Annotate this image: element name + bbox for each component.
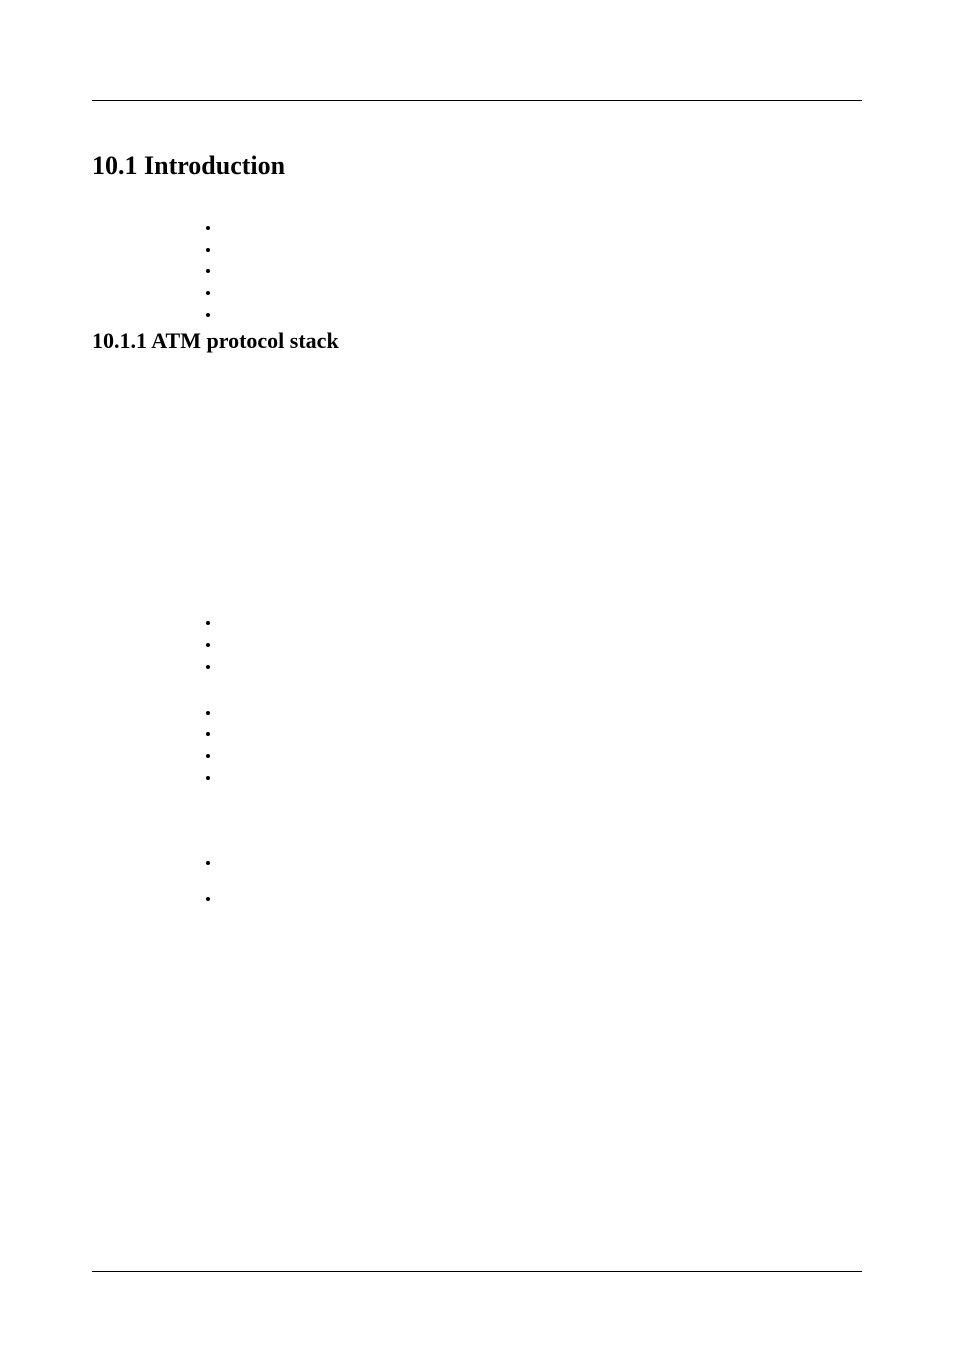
- bullet-list-3: [220, 702, 862, 789]
- bullet-item: [220, 217, 862, 239]
- heading-10-1-1-atm-protocol-stack: 10.1.1 ATM protocol stack: [92, 328, 862, 354]
- bullet-item: [220, 304, 862, 326]
- bullet-list-1: [220, 217, 862, 325]
- bullet-item: [220, 723, 862, 745]
- bullet-item: [220, 702, 862, 724]
- bullet-item: [220, 634, 862, 656]
- bullet-list-2: [220, 612, 862, 677]
- bullet-item: [220, 888, 862, 910]
- bullet-item: [220, 656, 862, 678]
- heading-10-1-introduction: 10.1 Introduction: [92, 151, 862, 181]
- bullet-item: [220, 260, 862, 282]
- top-horizontal-rule: [92, 100, 862, 101]
- bullet-item: [220, 852, 862, 874]
- bullet-item: [220, 239, 862, 261]
- bottom-horizontal-rule: [92, 1271, 862, 1272]
- bullet-item: [220, 282, 862, 304]
- bullet-item: [220, 767, 862, 789]
- bullet-item: [220, 612, 862, 634]
- bullet-item: [220, 745, 862, 767]
- bullet-list-4: [220, 852, 862, 909]
